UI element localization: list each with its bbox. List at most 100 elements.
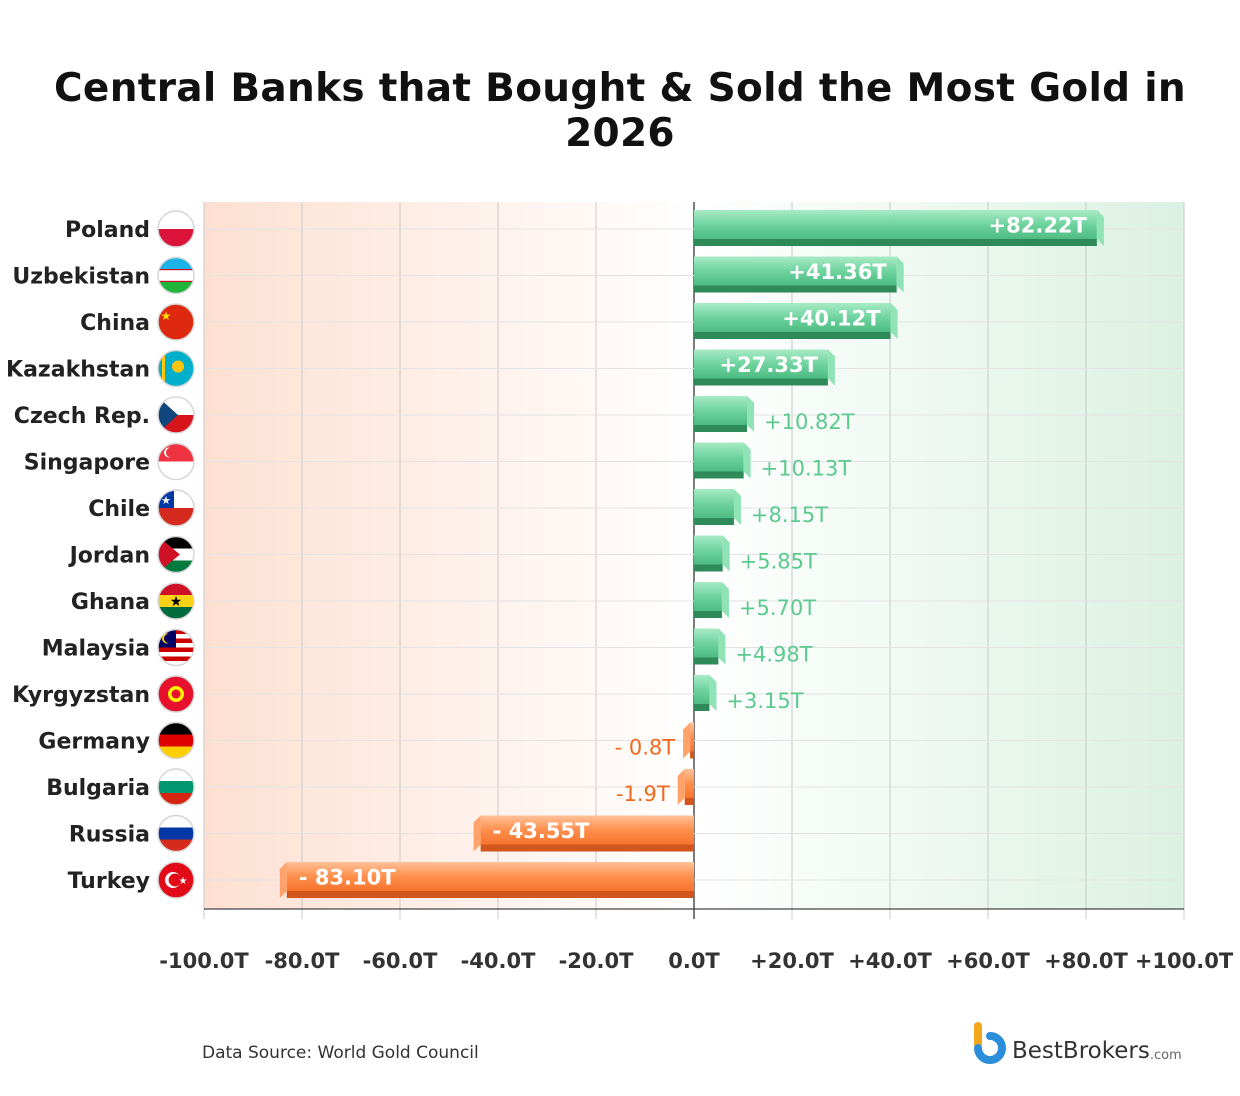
bar-value-label: - 43.55T bbox=[493, 819, 590, 843]
category-label: Jordan bbox=[68, 544, 150, 569]
bar-bottom bbox=[694, 332, 891, 339]
x-tick-label: -80.0T bbox=[265, 949, 341, 973]
flag-icon bbox=[157, 628, 195, 667]
x-tick-label: -100.0T bbox=[159, 949, 249, 973]
bar-side bbox=[279, 862, 287, 898]
bar-face bbox=[694, 303, 891, 332]
bar bbox=[694, 628, 726, 665]
category-label: Poland bbox=[65, 218, 150, 243]
flag-icon bbox=[157, 442, 195, 481]
bar bbox=[694, 442, 751, 479]
svg-text:★: ★ bbox=[179, 876, 188, 887]
bar-value-label: +3.15T bbox=[726, 689, 803, 713]
data-source-note: Data Source: World Gold Council bbox=[202, 1043, 479, 1063]
bar-face bbox=[694, 628, 719, 658]
bar-bottom bbox=[694, 564, 723, 572]
x-tick-label: -20.0T bbox=[559, 949, 635, 973]
category-label: Ghana bbox=[71, 590, 150, 615]
bar-face bbox=[694, 349, 828, 379]
bar-bottom bbox=[694, 425, 748, 432]
bar-bottom bbox=[480, 844, 694, 852]
x-tick-label: -60.0T bbox=[363, 949, 439, 973]
bar-side bbox=[890, 303, 898, 339]
bar-value-label: +5.70T bbox=[739, 596, 816, 620]
bar-side bbox=[1096, 210, 1104, 246]
flag-icon bbox=[157, 814, 195, 853]
bar-face bbox=[690, 722, 694, 752]
bar-value-label: +27.33T bbox=[720, 353, 819, 377]
bar bbox=[677, 769, 694, 805]
bar bbox=[694, 535, 730, 572]
category-label: Malaysia bbox=[42, 637, 150, 662]
bar bbox=[683, 722, 694, 759]
svg-text:★: ★ bbox=[161, 309, 172, 323]
bar-face bbox=[694, 396, 748, 425]
flag-icon: ★ bbox=[157, 303, 195, 341]
flag-icon: ★ bbox=[157, 582, 195, 620]
category-label: China bbox=[80, 311, 150, 336]
bar-face bbox=[480, 815, 694, 845]
bar-value-label: - 0.8T bbox=[615, 736, 676, 760]
bestbrokers-logo-icon bbox=[974, 1022, 1006, 1064]
bar-value-label: +10.82T bbox=[764, 410, 855, 434]
bar-side bbox=[718, 628, 726, 665]
bar-value-label: +4.98T bbox=[735, 643, 812, 667]
x-tick-label: +100.0T bbox=[1135, 949, 1234, 973]
x-tick-label: +40.0T bbox=[848, 949, 932, 973]
category-label: Uzbekistan bbox=[12, 265, 150, 290]
bar-bottom bbox=[694, 518, 734, 525]
flag-icon bbox=[157, 256, 195, 295]
bar-side bbox=[896, 256, 904, 293]
bar-side bbox=[709, 675, 717, 711]
bar-side bbox=[721, 582, 729, 618]
bar-face bbox=[694, 489, 734, 518]
bar-face bbox=[684, 769, 694, 798]
bar bbox=[694, 489, 741, 525]
bar-bottom bbox=[694, 285, 897, 293]
flag-icon: ★ bbox=[157, 489, 195, 527]
flag-icon: ★ bbox=[157, 861, 195, 899]
flag-icon bbox=[157, 349, 195, 388]
bar-value-label: +82.22T bbox=[989, 214, 1088, 238]
bestbrokers-logo: BestBrokers .com bbox=[970, 1020, 1182, 1072]
svg-text:★: ★ bbox=[170, 594, 183, 610]
bar-value-label: -1.9T bbox=[616, 782, 670, 806]
bar-bottom bbox=[694, 378, 828, 386]
bar-value-label: +41.36T bbox=[788, 260, 887, 284]
bar-side bbox=[677, 769, 685, 805]
bar-side bbox=[473, 815, 481, 852]
category-label: Russia bbox=[69, 823, 150, 848]
x-tick-label: 0.0T bbox=[668, 949, 720, 973]
flag-icon bbox=[157, 675, 195, 713]
flag-icon bbox=[157, 768, 195, 806]
bar-bottom bbox=[286, 891, 694, 898]
bar-bottom bbox=[690, 751, 694, 759]
x-tick-label: +20.0T bbox=[750, 949, 834, 973]
category-label: Turkey bbox=[68, 869, 150, 894]
bar-side bbox=[722, 535, 730, 572]
bar-face bbox=[286, 862, 694, 891]
bar-side bbox=[747, 396, 755, 432]
bar bbox=[694, 256, 904, 293]
flag-icon bbox=[157, 721, 195, 760]
category-label: Germany bbox=[38, 730, 150, 755]
bar-side bbox=[743, 442, 751, 479]
bar-bottom bbox=[694, 704, 710, 711]
bar-value-label: +5.85T bbox=[740, 550, 817, 574]
bar bbox=[279, 862, 694, 898]
bar-bottom bbox=[684, 798, 694, 805]
bar-value-label: +40.12T bbox=[782, 307, 881, 331]
flag-icon bbox=[157, 210, 195, 248]
flag-icon bbox=[157, 396, 195, 434]
bar-bottom bbox=[694, 239, 1097, 246]
bar-value-label: - 83.10T bbox=[299, 866, 396, 890]
bar-value-label: +10.13T bbox=[761, 457, 852, 481]
category-label: Kyrgyzstan bbox=[12, 683, 150, 708]
bar-face bbox=[694, 442, 744, 472]
bar-bottom bbox=[694, 657, 719, 665]
brand-name: BestBrokers bbox=[1012, 1038, 1150, 1064]
bar bbox=[694, 210, 1104, 246]
category-label: Czech Rep. bbox=[14, 404, 150, 429]
bar bbox=[694, 396, 755, 432]
